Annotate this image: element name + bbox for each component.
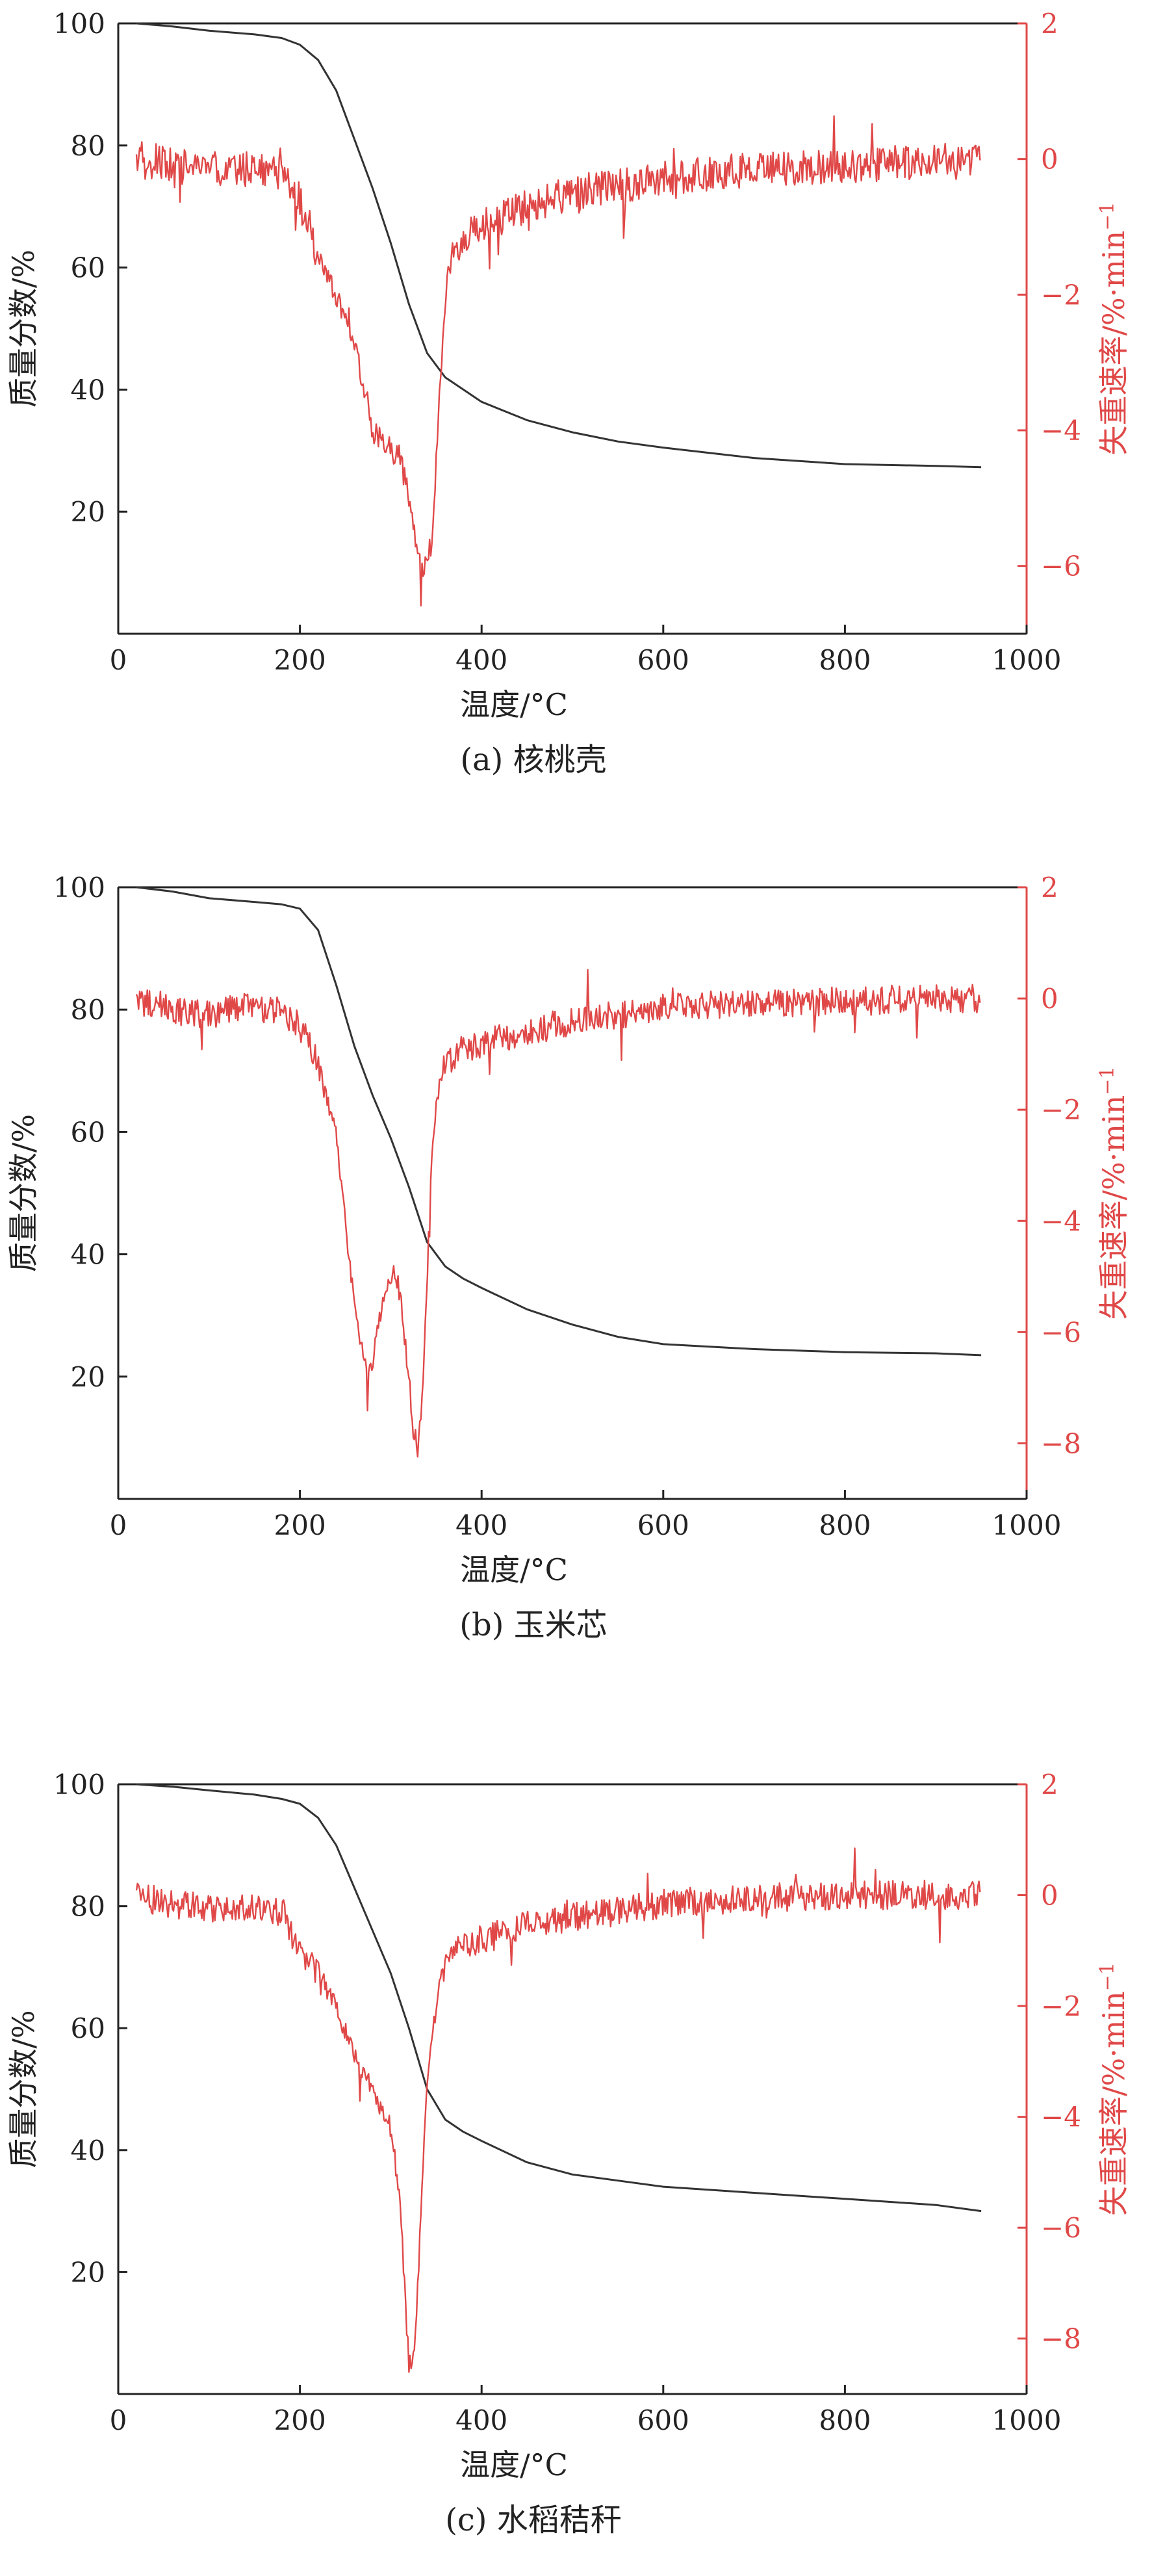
- y2-axis-title: 失重速率/%·min−1: [1096, 202, 1131, 455]
- y2-axis-title-sup: −1: [1096, 202, 1119, 230]
- x-tick-label: 800: [819, 644, 871, 676]
- x-tick-label: 600: [637, 644, 689, 676]
- y2-axis-title-main: 失重速率/%·min: [1096, 1991, 1131, 2216]
- y2-tick-label: 2: [1041, 8, 1058, 40]
- y2-tick-label: −8: [1041, 1427, 1081, 1459]
- y2-tick-label: −6: [1041, 1316, 1081, 1348]
- y-tick-label: 20: [71, 1361, 105, 1393]
- x-tick-label: 600: [637, 1509, 689, 1541]
- x-tick-label: 200: [274, 1509, 326, 1541]
- x-tick-label: 600: [637, 2404, 689, 2436]
- rate-series-line: [135, 969, 981, 1458]
- y2-tick-label: −4: [1041, 1205, 1081, 1237]
- x-axis-title: 温度/°C: [460, 2447, 568, 2482]
- x-tick-label: 200: [274, 2404, 326, 2436]
- y2-tick-label: −4: [1041, 2101, 1081, 2133]
- rate-series-line: [135, 1847, 981, 2373]
- y-tick-label: 20: [71, 496, 105, 528]
- y2-tick-label: −6: [1041, 551, 1081, 582]
- y2-tick-label: 0: [1041, 983, 1058, 1015]
- y-tick-label: 40: [71, 374, 105, 406]
- y-tick-label: 80: [71, 994, 105, 1026]
- y2-axis-title-main: 失重速率/%·min: [1096, 1095, 1131, 1320]
- chart-caption: (c) 水稻秸秆: [445, 2502, 622, 2538]
- x-tick-label: 800: [819, 2404, 871, 2436]
- y2-tick-label: 2: [1041, 872, 1058, 904]
- y-tick-label: 100: [53, 872, 105, 904]
- y-tick-label: 80: [71, 1891, 105, 1923]
- y2-tick-label: −8: [1041, 2323, 1081, 2355]
- chart-panel-c: 0 200 400 600 800 1000 20 40 60 80 100 −8 −6 −4 −2 0 2 温度…: [6, 1769, 1131, 2538]
- y2-tick-label: −2: [1041, 279, 1081, 311]
- rate-series-line: [135, 115, 981, 607]
- y-tick-label: 60: [71, 2012, 105, 2044]
- chart-caption: (b) 玉米芯: [459, 1607, 607, 1643]
- y2-tick-label: 2: [1041, 1769, 1058, 1801]
- y2-tick-label: −4: [1041, 415, 1081, 447]
- y-tick-label: 100: [53, 1769, 105, 1801]
- y2-axis-title: 失重速率/%·min−1: [1096, 1962, 1131, 2216]
- y-tick-label: 40: [71, 2135, 105, 2166]
- mass-series-line: [136, 886, 982, 1357]
- mass-series-line: [136, 22, 982, 469]
- x-tick-label: 400: [455, 2404, 507, 2436]
- y2-tick-label: 0: [1041, 1880, 1058, 1912]
- y-tick-label: 80: [71, 130, 105, 162]
- y2-axis-title-sup: −1: [1096, 1962, 1119, 1991]
- x-tick-label: 1000: [992, 2404, 1062, 2436]
- y2-tick-label: −6: [1041, 2212, 1081, 2244]
- y-axis-title: 质量分数/%: [6, 2010, 41, 2168]
- x-tick-label: 200: [274, 644, 326, 676]
- x-tick-label: 1000: [992, 644, 1062, 676]
- x-tick-label: 0: [110, 1509, 127, 1541]
- x-tick-label: 400: [455, 644, 507, 676]
- x-tick-label: 0: [110, 2404, 127, 2436]
- y-tick-label: 20: [71, 2256, 105, 2288]
- x-tick-label: 400: [455, 1509, 507, 1541]
- y-tick-label: 40: [71, 1239, 105, 1271]
- x-tick-label: 800: [819, 1509, 871, 1541]
- x-tick-label: 1000: [992, 1509, 1062, 1541]
- y2-axis-title-main: 失重速率/%·min: [1096, 231, 1131, 456]
- y-axis-title: 质量分数/%: [6, 250, 41, 408]
- y2-tick-label: −2: [1041, 1990, 1081, 2022]
- mass-series-line: [136, 1783, 982, 2213]
- y2-tick-label: 0: [1041, 144, 1058, 176]
- chart-panel-a: 0 200 400 600 800 1000 20 40 60 80 100 −6 −4 −2 0 2 温度/°…: [6, 8, 1131, 778]
- chart-caption: (a) 核桃壳: [460, 742, 606, 778]
- y2-tick-label: −2: [1041, 1094, 1081, 1126]
- x-tick-label: 0: [110, 644, 127, 676]
- x-axis-title: 温度/°C: [460, 1552, 568, 1587]
- y-tick-label: 60: [71, 252, 105, 284]
- y-tick-label: 60: [71, 1116, 105, 1148]
- y2-axis-title: 失重速率/%·min−1: [1096, 1066, 1131, 1320]
- x-axis-title: 温度/°C: [460, 687, 568, 722]
- y-tick-label: 100: [53, 8, 105, 40]
- y2-axis-title-sup: −1: [1096, 1066, 1119, 1095]
- chart-panel-b: 0 200 400 600 800 1000 20 40 60 80 100 −8 −6 −4 −2 0 2 温度…: [6, 872, 1131, 1643]
- y-axis-title: 质量分数/%: [6, 1114, 41, 1272]
